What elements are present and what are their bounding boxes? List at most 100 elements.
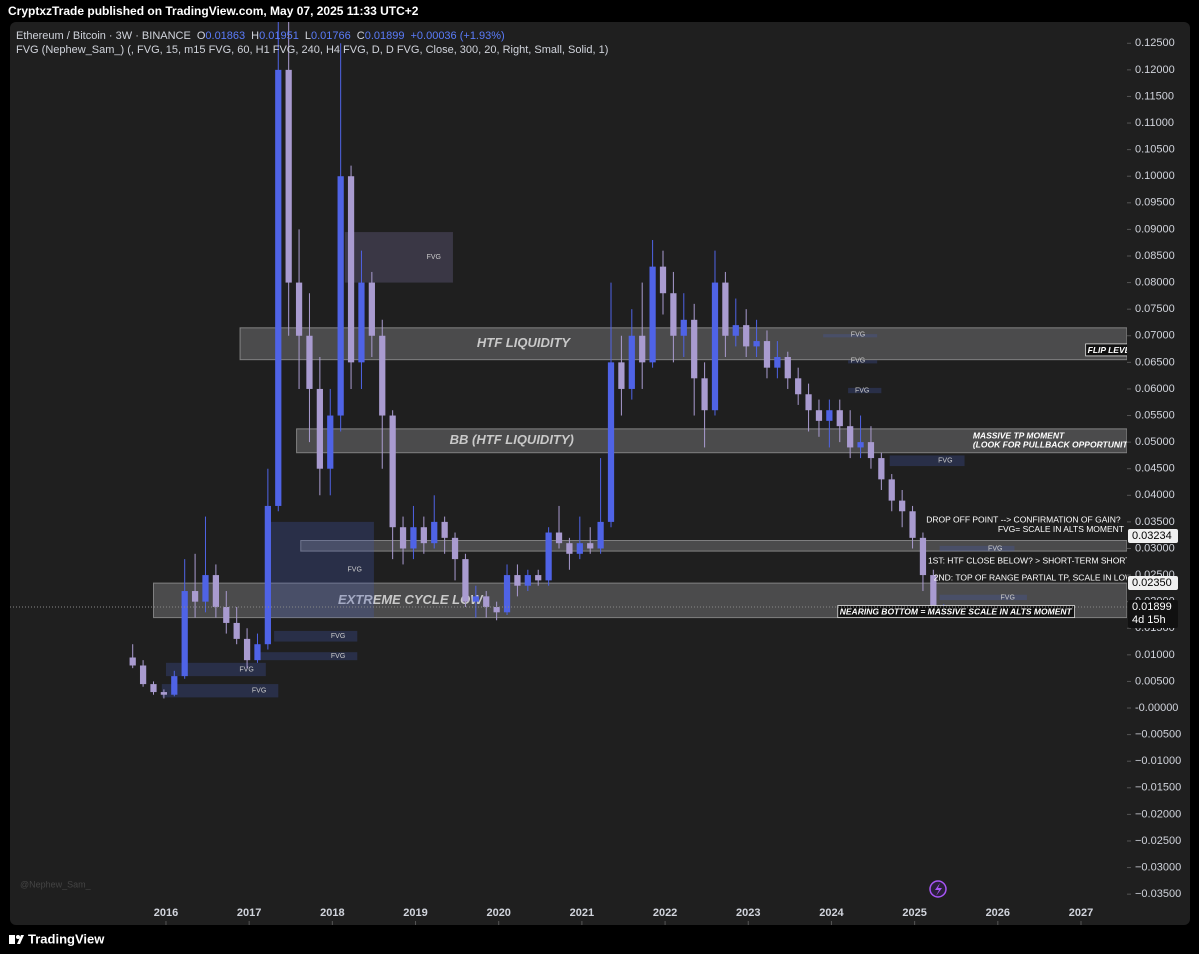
price-marker-label: 0.01899 [1132,601,1172,613]
ohlc-value: 0.01863 [205,30,245,42]
fvg-box [344,232,453,283]
symbol-label: Ethereum / Bitcoin · 3W · BINANCE [16,30,191,42]
candle-body [243,638,251,661]
candle-body [399,527,407,549]
fvg-label: FVG [855,387,869,394]
candle-body [451,537,459,560]
candle-body [368,282,375,336]
publisher-line: CryptxzTrade published on TradingView.co… [8,4,419,18]
ohlc-value: 0.01951 [259,30,299,42]
fvg-box [889,455,965,467]
fvg-label: FVG [239,666,253,673]
fvg-box [257,652,358,661]
y-tick-label: 0.07500 [1135,303,1175,315]
candle-body [181,591,188,677]
candle-body [888,479,895,501]
candle-body [420,527,427,544]
candle-body [441,521,448,538]
annotation-box [1085,343,1127,357]
zone-label: HTF LIQUIDITY [477,335,571,350]
fvg-label: FVG [938,458,952,465]
ohlc-value: 0.01899 [365,30,405,42]
candle-body [483,596,490,607]
x-tick-label: 2027 [1069,907,1093,919]
candle-body [743,325,750,347]
price-marker-box [1128,600,1178,629]
x-tick-label: 2016 [154,907,178,919]
candle-body [327,415,334,469]
candle-body [805,394,812,411]
y-tick-label: −0.01500 [1135,782,1181,794]
footer-logo [9,935,24,944]
candle-body [784,357,791,379]
y-tick-label: 0.09000 [1135,223,1175,235]
indicator-label: FVG (Nephew_Sam_) (, FVG, 15, m15 FVG, 6… [16,44,608,56]
candle-body [587,543,594,549]
candle-body [472,596,479,602]
ohlc-key: H [251,30,259,42]
x-tick-label: 2022 [653,907,677,919]
candle-body [597,521,604,549]
fvg-label: FVG [252,688,266,695]
candle-body [670,293,677,336]
candle-body [576,543,583,554]
fvg-box [848,360,878,364]
candle-body [857,442,864,448]
footer-brand: TradingView [28,931,105,946]
candle-body [649,266,656,363]
candle-body [847,426,854,448]
y-tick-label: 0.00500 [1135,675,1175,687]
candle-body [545,532,552,581]
candle-body [233,622,240,639]
zone-label: BB (HTF LIQUIDITY) [450,432,574,447]
candle-body [223,606,230,623]
candle-body [150,684,157,693]
y-tick-label: −0.03000 [1135,861,1181,873]
candle-body [410,527,417,549]
x-tick-label: 2020 [486,907,510,919]
candle-body [691,319,698,379]
y-tick-label: 0.06500 [1135,356,1175,368]
candle-body [701,378,708,411]
annotation: 2ND: TOP OF RANGE PARTIAL TP, SCALE IN L… [934,573,1133,583]
candle-body [795,378,802,395]
candle-body [337,176,344,416]
candle-body [431,521,438,544]
y-tick-label: 0.11000 [1135,117,1174,129]
candle-body [639,335,646,363]
fvg-label: FVG [348,567,362,574]
y-tick-label: 0.05500 [1135,409,1175,421]
y-tick-label: 0.03000 [1135,542,1175,554]
y-tick-label: 0.10500 [1135,144,1175,156]
plot-area: HTF LIQUIDITY BB (HTF LIQUIDITY) EXTREME C… [10,22,1133,699]
candle-body [899,500,906,512]
candle-body [316,388,323,469]
candle-body [607,362,615,522]
fvg-label: FVG [851,332,865,339]
candle-body [566,543,573,554]
price-marker-box [1128,576,1178,591]
candle-body [774,357,781,368]
fvg-label: FVG [427,254,441,261]
y-tick-label: 0.03500 [1135,516,1175,528]
x-tick-label: 2021 [570,907,594,919]
candle-body [358,282,365,363]
candle-body [347,176,355,363]
x-tick-label: 2024 [819,907,844,919]
y-tick-label: 0.01000 [1135,649,1175,661]
y-tick-label: 0.12000 [1135,64,1175,76]
candle-body [191,591,199,602]
x-tick-label: 2025 [902,907,926,919]
fvg-box [823,334,878,338]
candle-body [275,69,282,506]
countdown-label: 4d 15h [1132,614,1166,626]
candle-body [826,410,833,421]
candle-body [503,575,511,613]
liquidity-zone [300,540,1127,552]
candle-body [295,282,303,336]
fvg-label: FVG [331,633,345,640]
candle-body [763,341,771,368]
price-marker-box [1128,529,1178,544]
candle-body [160,692,168,695]
y-tick-label: 0.11500 [1135,90,1174,102]
